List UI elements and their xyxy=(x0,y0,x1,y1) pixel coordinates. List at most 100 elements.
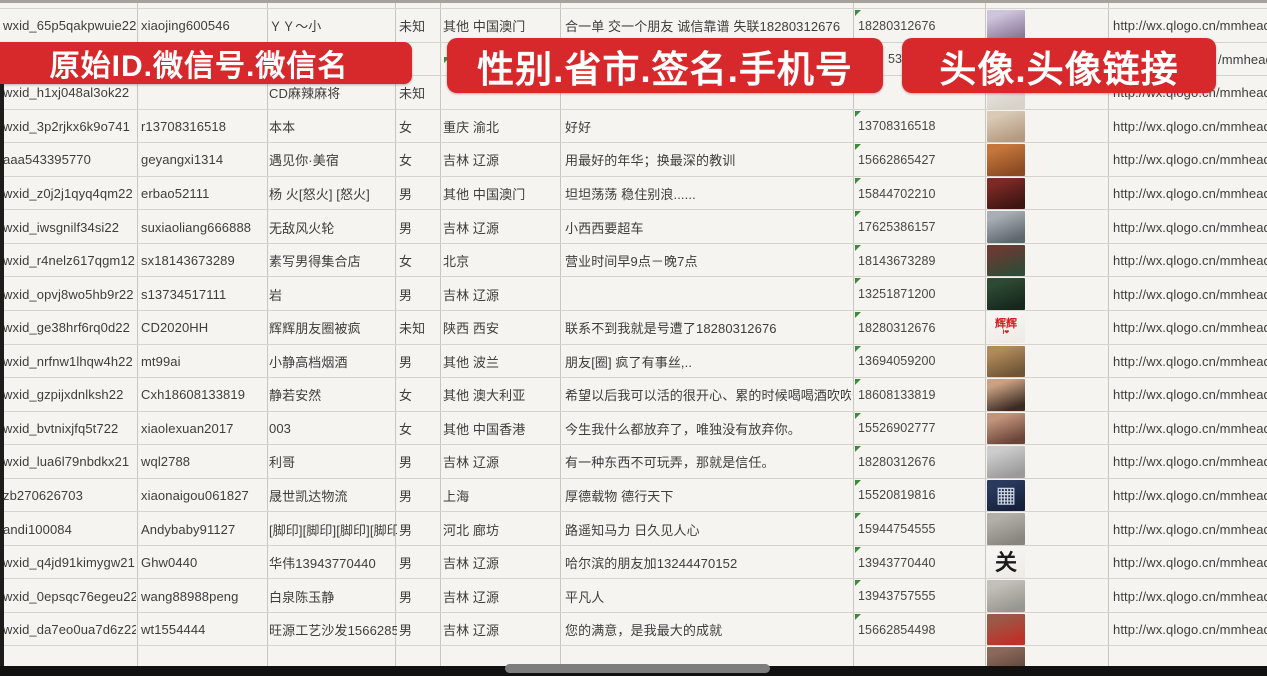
cell-signature[interactable]: 坦坦荡荡 稳住别浪...... xyxy=(565,187,696,203)
cell-region[interactable]: 河北 廊坊 xyxy=(443,522,500,538)
cell-wechat-id[interactable]: wql2788 xyxy=(141,454,191,470)
cell-region[interactable]: 吉林 辽源 xyxy=(443,556,500,572)
cell-avatar-url[interactable]: http://wx.qlogo.cn/mmhead xyxy=(1113,18,1267,34)
cell-signature[interactable]: 有一种东西不可玩弄，那就是信任。 xyxy=(565,455,775,471)
cell-gender[interactable]: 未知 xyxy=(399,19,426,35)
cell-phone[interactable]: 13943757555 xyxy=(858,589,936,604)
cell-avatar-url[interactable]: http://wx.qlogo.cn/mmhead xyxy=(1113,521,1267,537)
cell-region[interactable]: 其他 波兰 xyxy=(443,354,500,370)
cell-phone[interactable]: 13251871200 xyxy=(858,287,936,302)
avatar-image[interactable] xyxy=(987,278,1025,310)
cell-phone[interactable]: 15662865427 xyxy=(858,152,936,167)
cell-avatar-url[interactable]: http://wx.qlogo.cn/mmhead xyxy=(1113,219,1267,235)
cell-region[interactable]: 吉林 辽源 xyxy=(443,220,500,236)
cell-original-id[interactable]: wxid_h1xj048al3ok22 xyxy=(3,85,130,101)
cell-region[interactable]: 重庆 渝北 xyxy=(443,119,500,135)
avatar-image[interactable] xyxy=(987,412,1025,445)
cell-gender[interactable]: 男 xyxy=(399,488,413,504)
cell-avatar-url[interactable]: http://wx.qlogo.cn/mmhead xyxy=(1113,152,1267,168)
avatar-image[interactable] xyxy=(987,513,1025,545)
cell-region[interactable]: 吉林 辽源 xyxy=(443,455,500,471)
horizontal-scrollbar[interactable] xyxy=(0,664,1267,676)
cell-phone[interactable]: 17625386157 xyxy=(858,220,936,235)
cell-phone[interactable]: 13943770440 xyxy=(858,555,936,570)
cell-gender[interactable]: 未知 xyxy=(399,321,426,337)
cell-avatar-url[interactable]: http://wx.qlogo.cn/mmhead xyxy=(1113,118,1267,134)
cell-wechat-name[interactable]: 无敌风火轮 xyxy=(269,220,335,236)
cell-phone[interactable]: 15662854498 xyxy=(858,622,936,637)
cell-wechat-name[interactable]: CD麻辣麻将 xyxy=(269,86,341,102)
cell-region[interactable]: 吉林 辽源 xyxy=(443,153,500,169)
cell-wechat-name[interactable]: [脚印][脚印][脚印][脚印] xyxy=(269,522,397,538)
cell-wechat-id[interactable]: xiaolexuan2017 xyxy=(141,420,234,436)
cell-region[interactable]: 其他 中国澳门 xyxy=(443,187,526,203)
cell-gender[interactable]: 男 xyxy=(399,187,413,203)
cell-phone[interactable]: 15844702210 xyxy=(858,186,936,201)
cell-region[interactable]: 其他 中国澳门 xyxy=(443,19,526,35)
cell-avatar-url[interactable]: http://wx.qlogo.cn/mmhead xyxy=(1113,353,1267,369)
cell-wechat-name[interactable]: 素写男得集合店 xyxy=(269,254,361,270)
cell-original-id[interactable]: wxid_da7eo0ua7d6z22 xyxy=(3,622,136,638)
cell-signature[interactable]: 平凡人 xyxy=(565,589,605,605)
cell-wechat-id[interactable]: r13708316518 xyxy=(141,118,227,134)
cell-phone[interactable]: 18143673289 xyxy=(858,253,936,268)
cell-region[interactable]: 上海 xyxy=(443,488,470,504)
avatar-image[interactable] xyxy=(987,110,1025,143)
cell-signature[interactable]: 厚德载物 德行天下 xyxy=(565,488,674,504)
cell-avatar-url[interactable]: http://wx.qlogo.cn/mmhead xyxy=(1113,588,1267,604)
cell-phone[interactable]: 18280312676 xyxy=(858,454,936,469)
cell-wechat-name[interactable]: 杨 火[怒火] [怒火] xyxy=(269,187,370,203)
cell-wechat-id[interactable]: wang88988peng xyxy=(141,588,239,604)
cell-gender[interactable]: 男 xyxy=(399,354,413,370)
cell-original-id[interactable]: andi100084 xyxy=(3,521,72,537)
cell-wechat-id[interactable]: suxiaoliang666888 xyxy=(141,219,252,235)
cell-phone[interactable]: 13708316518 xyxy=(858,119,936,134)
cell-wechat-id[interactable]: erbao52111 xyxy=(141,186,210,202)
cell-region[interactable]: 其他 中国香港 xyxy=(443,421,526,437)
cell-signature[interactable]: 今生我什么都放弃了，唯独没有放弃你。 xyxy=(565,421,801,437)
cell-gender[interactable]: 男 xyxy=(399,455,413,471)
cell-avatar-url[interactable]: http://wx.qlogo.cn/mmhead xyxy=(1113,622,1267,638)
cell-signature[interactable]: 小西西要超车 xyxy=(565,220,644,236)
cell-gender[interactable]: 男 xyxy=(399,556,413,572)
cell-original-id[interactable]: wxid_r4nelz617qgm12 xyxy=(3,253,135,269)
cell-gender[interactable]: 男 xyxy=(399,220,413,236)
cell-original-id[interactable]: wxid_65p5qakpwuie22 xyxy=(3,18,136,34)
cell-wechat-name[interactable]: 旺源工艺沙发15662854 xyxy=(269,623,397,639)
cell-wechat-name[interactable]: 本本 xyxy=(269,119,296,135)
cell-region[interactable]: 吉林 辽源 xyxy=(443,623,500,639)
cell-wechat-name[interactable]: 辉辉朋友圈被疯 xyxy=(269,321,361,337)
cell-signature[interactable]: 朋友[圈] 疯了有事丝,.. xyxy=(565,354,693,370)
cell-wechat-id[interactable]: Cxh18608133819 xyxy=(141,387,246,403)
cell-wechat-id[interactable]: wt1554444 xyxy=(141,622,206,638)
scrollbar-thumb[interactable] xyxy=(505,664,770,673)
avatar-image[interactable]: 辉辉 I❤ xyxy=(987,311,1025,344)
cell-phone[interactable]: 15520819816 xyxy=(858,488,936,503)
cell-wechat-name[interactable]: 遇见你·美宿 xyxy=(269,153,339,169)
cell-gender[interactable]: 女 xyxy=(399,388,413,404)
cell-phone[interactable]: 18608133819 xyxy=(858,387,936,402)
cell-original-id[interactable]: wxid_iwsgnilf34si22 xyxy=(3,219,120,235)
avatar-image[interactable] xyxy=(987,580,1025,612)
cell-wechat-name[interactable]: ＹＹ～小 xyxy=(269,19,322,35)
cell-gender[interactable]: 未知 xyxy=(399,86,426,102)
cell-gender[interactable]: 女 xyxy=(399,254,413,270)
cell-original-id[interactable]: wxid_q4jd91kimygw21 xyxy=(3,555,135,571)
cell-region[interactable]: 吉林 辽源 xyxy=(443,589,500,605)
cell-phone[interactable]: 15944754555 xyxy=(858,522,936,537)
avatar-image[interactable] xyxy=(987,613,1025,646)
cell-wechat-id[interactable]: CD2020HH xyxy=(141,320,209,336)
cell-original-id[interactable]: wxid_3p2rjkx6k9o741 xyxy=(3,118,130,134)
cell-original-id[interactable]: wxid_gzpijxdnlksh22 xyxy=(3,387,124,403)
cell-wechat-name[interactable]: 白泉陈玉静 xyxy=(269,589,335,605)
cell-wechat-name[interactable]: 小静高档烟酒 xyxy=(269,354,348,370)
cell-avatar-url[interactable]: http://wx.qlogo.cn/mmhead xyxy=(1113,286,1267,302)
cell-avatar-url[interactable]: http://wx.qlogo.cn/mmhead xyxy=(1113,387,1267,403)
cell-avatar-url[interactable]: http://wx.qlogo.cn/mmhead xyxy=(1113,320,1267,336)
cell-avatar-url[interactable]: http://wx.qlogo.cn/mmhead xyxy=(1113,253,1267,269)
cell-avatar-url[interactable]: /mmhead xyxy=(1218,51,1267,67)
cell-gender[interactable]: 女 xyxy=(399,153,413,169)
cell-wechat-id[interactable]: s13734517111 xyxy=(141,286,227,302)
cell-wechat-name[interactable]: 岩 xyxy=(269,287,283,303)
cell-wechat-name[interactable]: 003 xyxy=(269,420,291,436)
